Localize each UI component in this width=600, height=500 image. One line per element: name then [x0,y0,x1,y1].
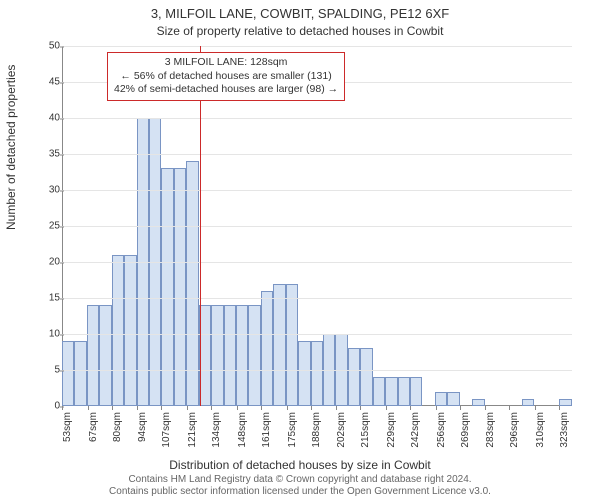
bar [224,305,236,406]
x-tick: 202sqm [336,412,347,448]
x-tick: 296sqm [509,412,520,448]
y-tick: 5 [36,365,60,376]
bar [62,341,74,406]
x-tick: 121sqm [187,412,198,448]
x-tick: 161sqm [261,412,272,448]
bar [273,284,285,406]
bar [236,305,248,406]
y-tick: 45 [36,77,60,88]
footer-line-1: Contains HM Land Registry data © Crown c… [0,474,600,486]
y-tick: 15 [36,293,60,304]
y-tick: 20 [36,257,60,268]
bar [360,348,372,406]
x-tick: 188sqm [311,412,322,448]
x-tick: 215sqm [360,412,371,448]
bar [447,392,459,406]
bar [373,377,385,406]
bar [74,341,86,406]
bar [410,377,422,406]
x-tick: 53sqm [62,412,73,442]
x-tick: 323sqm [559,412,570,448]
bar [298,341,310,406]
y-tick: 25 [36,221,60,232]
annotation-line: 3 MILFOIL LANE: 128sqm [114,56,338,70]
x-tick: 242sqm [410,412,421,448]
x-tick: 229sqm [386,412,397,448]
chart-title: 3, MILFOIL LANE, COWBIT, SPALDING, PE12 … [0,6,600,21]
y-tick: 40 [36,113,60,124]
bar [559,399,571,406]
y-tick: 50 [36,41,60,52]
footer-line-2: Contains public sector information licen… [0,486,600,498]
bar [286,284,298,406]
y-axis-label: Number of detached properties [4,65,18,230]
bar [112,255,124,406]
plot-area: 05101520253035404550 53sqm67sqm80sqm94sq… [62,46,572,406]
x-tick: 94sqm [137,412,148,442]
chart-subtitle: Size of property relative to detached ho… [0,24,600,38]
y-tick: 35 [36,149,60,160]
annotation-line: ← 56% of detached houses are smaller (13… [114,70,338,84]
bar [99,305,111,406]
x-tick: 148sqm [237,412,248,448]
x-tick: 283sqm [485,412,496,448]
y-tick: 10 [36,329,60,340]
annotation-line: 42% of semi-detached houses are larger (… [114,83,338,97]
bar [211,305,223,406]
x-axis-label: Distribution of detached houses by size … [0,458,600,472]
x-tick: 256sqm [436,412,447,448]
bar [87,305,99,406]
bar [522,399,534,406]
bar [398,377,410,406]
x-tick: 80sqm [112,412,123,442]
bar [261,291,273,406]
y-tick: 30 [36,185,60,196]
x-tick: 134sqm [211,412,222,448]
bar [124,255,136,406]
x-tick: 175sqm [287,412,298,448]
footer: Contains HM Land Registry data © Crown c… [0,474,600,498]
x-tick: 310sqm [535,412,546,448]
bar [311,341,323,406]
bar [435,392,447,406]
x-tick: 107sqm [161,412,172,448]
bar [348,348,360,406]
y-tick: 0 [36,401,60,412]
annotation-box: 3 MILFOIL LANE: 128sqm← 56% of detached … [107,52,345,101]
x-tick: 269sqm [460,412,471,448]
bar [472,399,484,406]
bar [248,305,260,406]
x-tick: 67sqm [88,412,99,442]
bar [385,377,397,406]
